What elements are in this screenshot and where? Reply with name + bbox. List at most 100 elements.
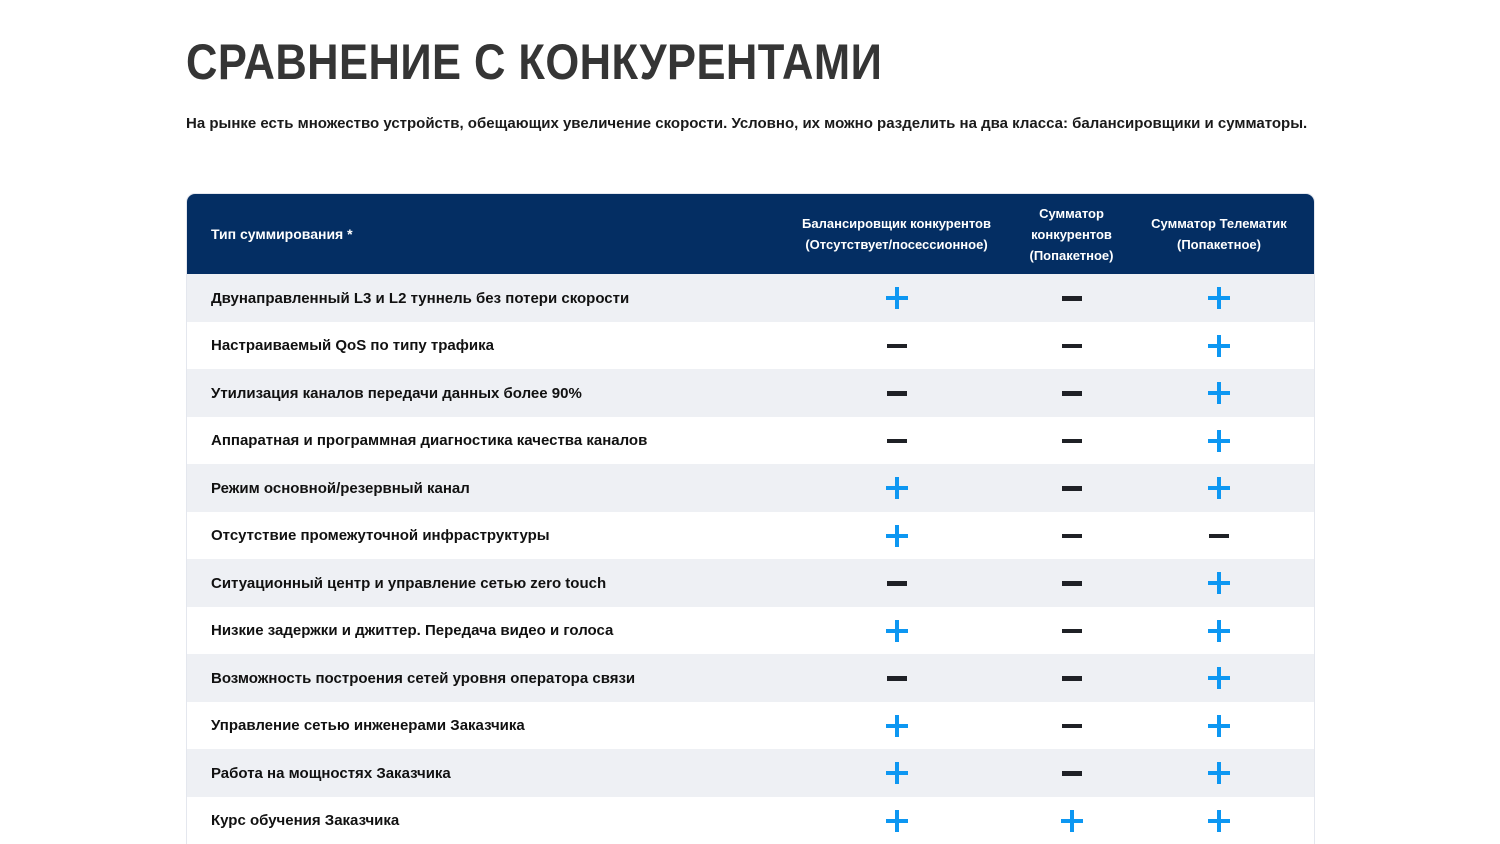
row-label: Настраиваемый QoS по типу трафика: [211, 337, 494, 354]
plus-icon: [1208, 667, 1230, 689]
table-row: Курс обучения Заказчика: [187, 796, 1314, 844]
row-label: Работа на мощностях Заказчика: [211, 764, 451, 782]
column-header-subtitle: (Попакетное): [1029, 247, 1114, 263]
comparison-section: СРАВНЕНИЕ С КОНКУРЕНТАМИ На рынке есть м…: [186, 0, 1315, 844]
minus-icon: [1061, 620, 1083, 642]
table-row: Аппаратная и программная диагностика кач…: [187, 416, 1314, 465]
column-header-title: Балансировщик конкурентов: [802, 216, 991, 232]
plus-icon: [1208, 714, 1230, 737]
minus-icon: [886, 430, 908, 452]
plus-icon: [1208, 477, 1230, 499]
row-value-cell: [789, 382, 1004, 404]
plus-icon: [1208, 287, 1230, 309]
row-label: Отсутствие промежуточной инфраструктуры: [211, 527, 550, 544]
row-value-cell: [1004, 525, 1139, 547]
plus-icon: [885, 287, 908, 309]
table-header: Тип суммирования * Балансировщик конкуре…: [187, 194, 1314, 275]
table-row: Управление сетью инженерами Заказчика: [187, 701, 1314, 750]
row-value-cell: [789, 430, 1004, 452]
row-value-cell: [1004, 382, 1139, 404]
row-value-cell: [789, 524, 1004, 547]
minus-icon: [1061, 430, 1083, 452]
row-value-cell: [789, 572, 1004, 594]
table-row: Режим основной/резервный канал: [187, 464, 1314, 512]
row-label: Управление сетью инженерами Заказчика: [211, 717, 525, 734]
minus-icon: [1208, 525, 1230, 547]
table-row: Работа на мощностях Заказчика: [187, 749, 1314, 797]
minus-icon: [886, 667, 908, 689]
row-value-cell: [789, 619, 1004, 642]
row-value-cell: [1004, 620, 1139, 642]
minus-icon: [886, 335, 908, 357]
table-row: Низкие задержки и джиттер. Передача виде…: [187, 606, 1314, 655]
row-value-cell: [789, 809, 1004, 832]
plus-icon: [1208, 572, 1230, 594]
column-header-competitor-summator: Сумматор конкурентов (Попакетное): [1004, 203, 1139, 266]
row-value-cell: [1004, 572, 1139, 594]
comparison-table: Тип суммирования * Балансировщик конкуре…: [186, 193, 1315, 844]
row-value-cell: [789, 667, 1004, 689]
row-value-cell: [1004, 287, 1139, 309]
row-value-cell: [1004, 430, 1139, 452]
row-value-cell: [1139, 572, 1299, 594]
column-header-title: Сумматор конкурентов: [1031, 205, 1112, 242]
table-row: Двунаправленный L3 и L2 туннель без поте…: [187, 274, 1314, 322]
row-label: Утилизация каналов передачи данных более…: [211, 384, 582, 402]
minus-icon: [1061, 762, 1083, 784]
minus-icon: [1061, 477, 1083, 499]
page-title: СРАВНЕНИЕ С КОНКУРЕНТАМИ: [186, 34, 883, 90]
row-value-cell: [1139, 667, 1299, 689]
minus-icon: [886, 572, 908, 594]
table-row: Отсутствие промежуточной инфраструктуры: [187, 511, 1314, 560]
minus-icon: [1061, 335, 1083, 357]
table-row: Утилизация каналов передачи данных более…: [187, 369, 1314, 417]
row-value-cell: [1139, 287, 1299, 309]
plus-icon: [885, 762, 908, 784]
row-label: Курс обучения Заказчика: [211, 812, 400, 829]
minus-icon: [1061, 667, 1083, 689]
page-subtitle: На рынке есть множество устройств, обеща…: [186, 114, 1308, 132]
plus-icon: [1208, 334, 1230, 357]
plus-icon: [1208, 382, 1230, 404]
row-value-cell: [1139, 525, 1299, 547]
row-label: Ситуационный центр и управление сетью ze…: [211, 574, 607, 592]
row-value-cell: [1004, 715, 1139, 737]
row-value-cell: [1139, 477, 1299, 499]
plus-icon: [1208, 809, 1230, 832]
plus-icon: [885, 524, 908, 547]
minus-icon: [1061, 287, 1083, 309]
column-header-title: Сумматор Телематик: [1151, 216, 1287, 232]
row-value-cell: [789, 477, 1004, 499]
row-label: Аппаратная и программная диагностика кач…: [211, 432, 648, 449]
row-value-cell: [1004, 335, 1139, 357]
plus-icon: [1060, 809, 1083, 832]
plus-icon: [1208, 762, 1230, 784]
table-row: Возможность построения сетей уровня опер…: [187, 654, 1314, 702]
row-value-cell: [1004, 667, 1139, 689]
minus-icon: [1061, 382, 1083, 404]
column-header-balancer: Балансировщик конкурентов (Отсутствует/п…: [789, 213, 1004, 255]
plus-icon: [885, 619, 908, 642]
row-value-cell: [1004, 762, 1139, 784]
row-label: Режим основной/резервный канал: [211, 479, 470, 497]
row-value-cell: [789, 714, 1004, 737]
row-value-cell: [1139, 619, 1299, 642]
row-value-cell: [1139, 429, 1299, 452]
row-value-cell: [789, 762, 1004, 784]
minus-icon: [1061, 572, 1083, 594]
minus-icon: [1061, 715, 1083, 737]
row-value-cell: [1139, 334, 1299, 357]
plus-icon: [885, 477, 908, 499]
row-value-cell: [1139, 809, 1299, 832]
plus-icon: [1208, 619, 1230, 642]
row-value-cell: [1004, 809, 1139, 832]
plus-icon: [885, 809, 908, 832]
row-value-cell: [1139, 714, 1299, 737]
column-header-subtitle: (Попакетное): [1177, 237, 1261, 253]
plus-icon: [885, 714, 908, 737]
row-value-cell: [1139, 762, 1299, 784]
row-value-cell: [1139, 382, 1299, 404]
column-header-subtitle: (Отсутствует/посессионное): [805, 237, 988, 253]
minus-icon: [886, 382, 908, 404]
table-body: Двунаправленный L3 и L2 туннель без поте…: [187, 274, 1314, 844]
